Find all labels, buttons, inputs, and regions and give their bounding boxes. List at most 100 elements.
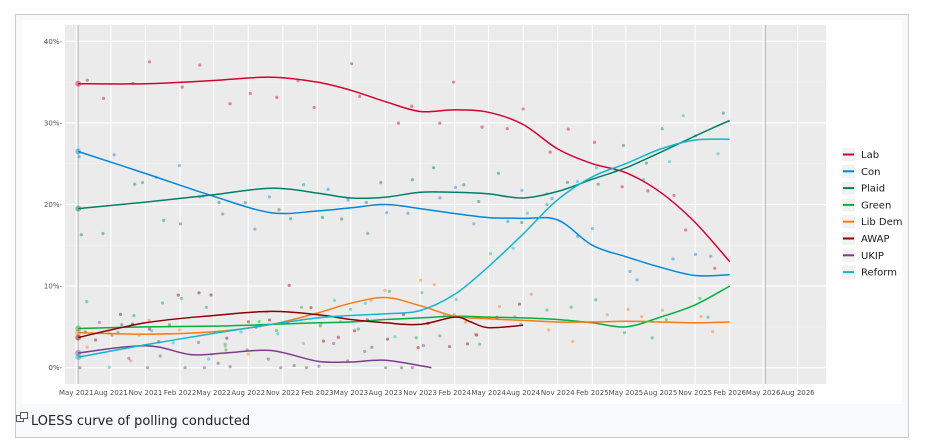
chart-image[interactable]: May 2021 Aug 2021 Nov 2021 Feb 2022 May 2022… [22,20,902,404]
series-line-lab [78,76,731,263]
poll-point [209,293,213,297]
poll-point [684,228,688,232]
series-line-con [77,150,730,277]
poll-point [520,188,524,192]
poll-point [698,296,702,300]
poll-point [452,80,456,84]
poll-point [410,104,414,108]
poll-point [346,198,350,202]
poll-point [246,320,250,324]
poll-point [550,196,554,201]
poll-point [480,125,484,129]
poll-point [396,121,401,125]
poll-point [709,254,713,258]
legend-label: Lab [861,150,879,161]
poll-point [644,161,649,165]
poll-point [592,140,597,144]
poll-point [385,211,389,215]
election-result-point [75,334,82,341]
poll-point [383,288,387,292]
poll-point [133,182,137,186]
poll-point [626,307,630,311]
poll-point [289,217,293,221]
poll-point [438,334,442,338]
enlarge-icon[interactable] [16,412,28,422]
poll-point [420,291,424,295]
poll-point [713,266,717,270]
poll-point [399,366,404,370]
poll-point [681,114,685,118]
election-result-point [75,329,82,336]
poll-point [699,314,703,319]
poll-point [416,345,420,350]
poll-point [410,366,414,370]
poll-point [267,195,271,199]
poll-point [418,278,423,282]
poll-point [267,318,272,322]
x-tick-label: May 2023 [334,389,369,397]
poll-point [477,199,481,204]
poll-point [178,222,183,226]
poll-point [352,329,357,333]
poll-point [107,365,111,369]
poll-point [660,127,664,131]
poll-point [198,63,202,67]
legend-label: AWAP [861,234,890,245]
poll-point [118,312,123,316]
y-tick-label: 0%- [48,364,62,372]
poll-point [348,307,353,311]
poll-point [274,328,279,333]
poll-point [292,363,296,368]
poll-point [299,305,304,309]
poll-point [364,200,368,205]
poll-point [276,332,280,336]
poll-point [431,166,436,170]
poll-point [101,231,105,236]
election-result-point [75,80,82,87]
poll-point [565,180,569,184]
x-tick-label: Aug 2024 [506,389,540,397]
poll-point [621,143,626,148]
y-tick-label: 30%- [44,119,63,127]
poll-point [454,298,458,302]
series-line-ukip [78,344,432,369]
poll-point [594,298,598,302]
poll-point [279,366,283,370]
legend-label: Green [861,200,891,211]
poll-point [475,333,479,337]
poll-point [217,200,221,204]
poll-point [660,308,664,312]
poll-point [216,361,220,365]
poll-point [646,189,650,193]
poll-point [571,339,575,344]
poll-point [721,111,725,115]
poll-point [171,341,175,345]
poll-point [363,349,367,354]
x-tick-label: May 2025 [609,389,644,397]
poll-point [716,152,720,156]
poll-point [628,269,632,274]
poll-point [319,323,323,327]
poll-point [196,340,201,345]
poll-point [465,342,470,346]
legend-label: Reform [861,268,897,279]
poll-point [158,354,162,358]
poll-point [622,331,627,335]
x-tick-label: Nov 2023 [403,389,437,397]
x-tick-label: May 2024 [471,389,506,397]
series-line-awap [78,310,524,339]
poll-point [529,292,533,296]
legend-label: Plaid [861,184,885,195]
poll-point [566,127,570,131]
x-tick-label: May 2021 [59,389,94,397]
poll-point [180,85,184,89]
poll-point [79,233,83,237]
y-tick-label: 10%- [44,283,63,291]
poll-point [548,150,552,154]
x-tick-label: Nov 2024 [541,389,575,397]
election-result-point [75,349,82,356]
poll-point [505,126,509,131]
poll-point [150,329,154,333]
x-tick-label: Feb 2026 [713,389,746,397]
poll-point [112,153,116,157]
